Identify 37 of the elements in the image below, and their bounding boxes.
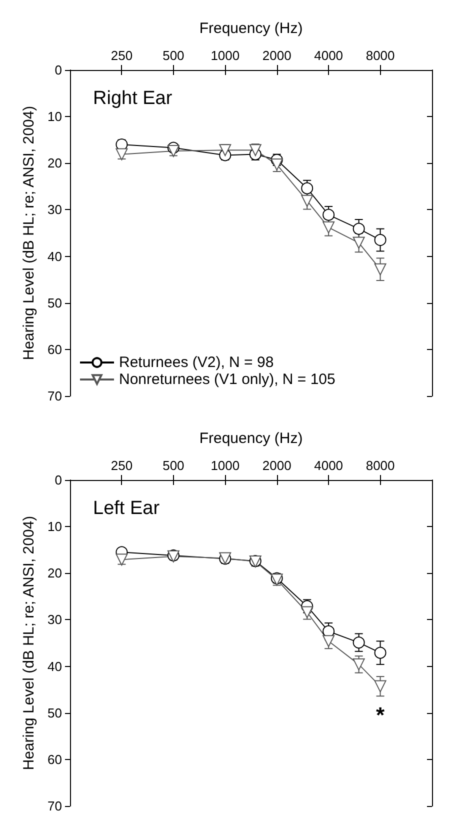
text: Right Ear (93, 88, 173, 109)
y-tick-label: 10 (48, 519, 62, 534)
y-tick-label: 40 (48, 658, 62, 674)
x-tick-label: 2000 (262, 48, 292, 63)
annotation: * (376, 702, 386, 728)
y-tick-label: 0 (54, 472, 62, 488)
y-tick-label: 10 (48, 109, 62, 124)
text: Left Ear (93, 498, 160, 519)
y-axis-title: Hearing Level (dB HL; re; ANSI, 2004) (20, 106, 38, 360)
y-tick-label: 30 (48, 612, 62, 628)
y-tick-label: 50 (48, 705, 62, 720)
x-tick-label: 2000 (262, 458, 292, 473)
y-tick-label: 30 (48, 202, 62, 218)
x-tick-label: 1000 (210, 458, 240, 473)
x-tick-label: 500 (162, 48, 184, 63)
y-tick-label: 70 (48, 388, 62, 404)
x-tick-label: 4000 (314, 458, 344, 473)
x-tick-label: 8000 (366, 458, 395, 473)
x-axis-title: Frequency (Hz) (199, 20, 303, 37)
legend-label: Returnees (V2), N = 98 (119, 354, 274, 371)
x-tick-label: 8000 (366, 48, 395, 63)
x-axis-title: Frequency (Hz) (199, 430, 303, 447)
x-tick-label: 250 (110, 458, 133, 473)
y-tick-label: 20 (48, 156, 62, 171)
x-tick-label: 250 (110, 48, 133, 63)
x-tick-label: 500 (162, 458, 184, 473)
y-tick-label: 50 (48, 295, 62, 310)
y-tick-label: 70 (48, 798, 62, 814)
y-tick-label: 60 (48, 342, 62, 357)
x-tick-label: 4000 (314, 48, 344, 63)
y-axis-title: Hearing Level (dB HL; re; ANSI, 2004) (20, 516, 38, 770)
legend-label: Nonreturnees (V1 only), N = 105 (119, 371, 336, 388)
y-tick-label: 20 (48, 566, 62, 581)
x-tick-label: 1000 (210, 48, 240, 63)
y-tick-label: 40 (48, 248, 62, 264)
y-tick-label: 60 (48, 752, 62, 767)
y-tick-label: 0 (54, 62, 62, 78)
